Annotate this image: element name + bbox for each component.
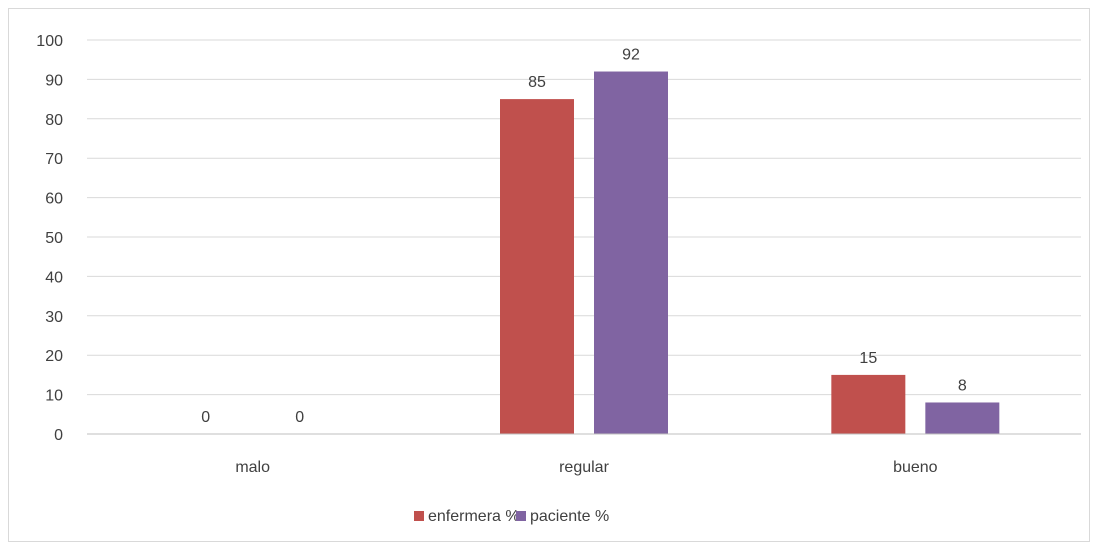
- gridlines: [87, 39, 1081, 396]
- legend-label: paciente %: [530, 508, 609, 525]
- data-label: 92: [622, 47, 640, 64]
- y-tick-label: 80: [45, 112, 63, 129]
- x-axis-tick-labels: malo regular bueno: [235, 459, 937, 476]
- bars: [500, 71, 1000, 434]
- y-tick-label: 70: [45, 151, 63, 168]
- data-label: 0: [201, 409, 210, 426]
- y-axis-tick-labels: 0 10 20 30 40 50 60 70 80 90 100: [36, 33, 63, 444]
- y-tick-label: 20: [45, 348, 63, 365]
- bar: [925, 402, 1000, 434]
- y-tick-label: 0: [54, 427, 63, 444]
- x-tick-label: regular: [559, 459, 609, 476]
- y-tick-label: 100: [36, 33, 63, 50]
- y-tick-label: 10: [45, 388, 63, 405]
- legend-swatch: [414, 511, 424, 521]
- y-tick-label: 50: [45, 230, 63, 247]
- x-tick-label: malo: [235, 459, 270, 476]
- data-label: 15: [859, 350, 877, 367]
- y-tick-label: 40: [45, 269, 63, 286]
- data-label: 0: [295, 409, 304, 426]
- data-label: 8: [958, 377, 967, 394]
- x-tick-label: bueno: [893, 459, 938, 476]
- bar: [594, 71, 668, 434]
- bar: [500, 99, 574, 434]
- bar-chart: 0 10 20 30 40 50 60 70 80 90 100 0 0 85 92 15 8 malo reg…: [36, 33, 1081, 525]
- data-labels: 0 0 85 92 15 8: [201, 47, 967, 426]
- chart-frame: 0 10 20 30 40 50 60 70 80 90 100 0 0 85 92 15 8 malo reg…: [8, 8, 1090, 542]
- bar: [831, 374, 906, 434]
- legend-swatch: [516, 511, 526, 521]
- y-tick-label: 90: [45, 72, 63, 89]
- y-tick-label: 60: [45, 191, 63, 208]
- data-label: 85: [528, 74, 546, 91]
- legend-label: enfermera %: [428, 508, 520, 525]
- y-tick-label: 30: [45, 309, 63, 326]
- legend: enfermera % paciente %: [414, 508, 609, 525]
